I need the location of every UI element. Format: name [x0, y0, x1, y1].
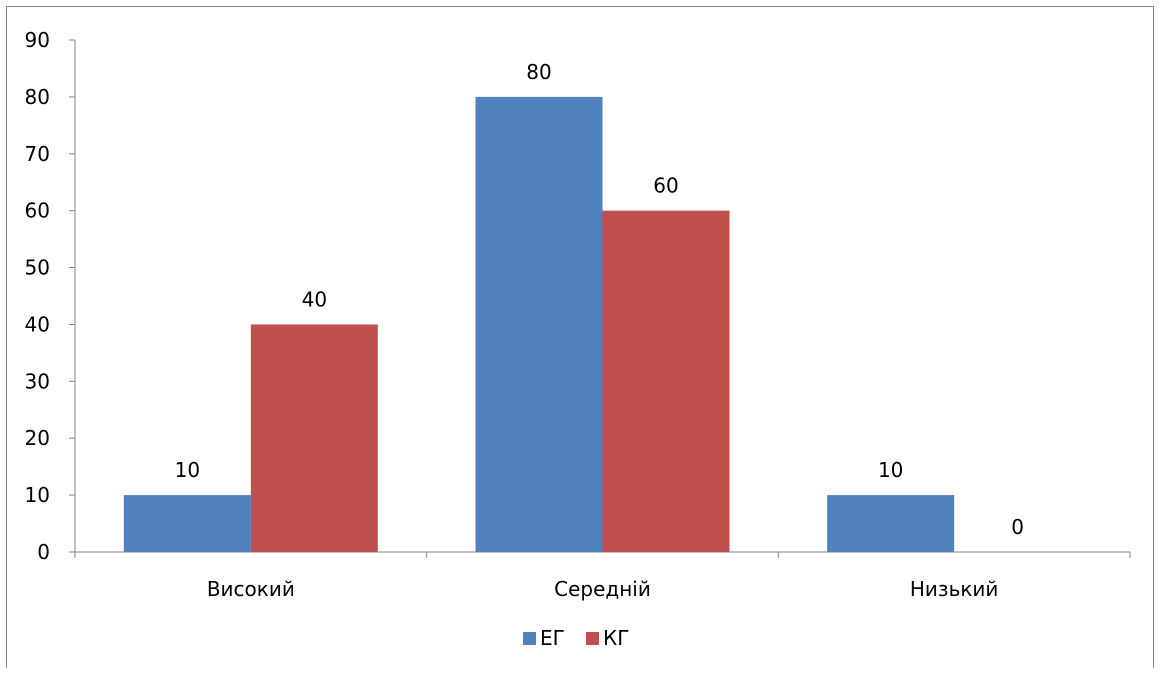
data-label: 80: [526, 60, 551, 84]
data-label: 60: [653, 174, 678, 198]
legend-label: КГ: [603, 626, 629, 650]
y-tick-label: 20: [25, 426, 50, 450]
bars: [123, 96, 955, 552]
legend: ЕГ КГ: [523, 626, 629, 650]
x-category-label: Середній: [554, 577, 651, 601]
data-labels: 10 40 80 60 10 0: [175, 60, 1024, 539]
legend-label: ЕГ: [540, 626, 565, 650]
bar: [602, 210, 730, 552]
y-tick-label: 80: [25, 85, 50, 109]
legend-swatch: [523, 632, 536, 645]
y-tick-label: 0: [37, 540, 50, 564]
bar: [827, 495, 955, 552]
y-tick-label: 50: [25, 256, 50, 280]
data-label: 0: [1011, 515, 1024, 539]
bar: [250, 324, 378, 552]
data-label: 10: [175, 458, 200, 482]
y-tick-label: 10: [25, 483, 50, 507]
x-axis: Високий Середній Низький: [74, 551, 1131, 601]
data-label: 10: [878, 458, 903, 482]
y-axis: 0 10 20 30 40 50 60 70 80 90: [25, 28, 76, 564]
x-category-label: Високий: [207, 577, 295, 601]
y-tick-label: 70: [25, 142, 50, 166]
data-label: 40: [302, 287, 327, 311]
x-category-label: Низький: [910, 577, 999, 601]
y-tick-label: 30: [25, 369, 50, 393]
bar: [123, 495, 251, 552]
y-tick-label: 90: [25, 28, 50, 52]
bar: [475, 96, 603, 552]
y-tick-label: 40: [25, 312, 50, 336]
legend-swatch: [586, 632, 599, 645]
y-tick-label: 60: [25, 199, 50, 223]
